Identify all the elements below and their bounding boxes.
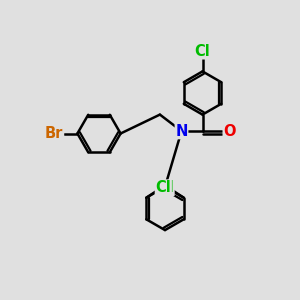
Text: Cl: Cl — [158, 180, 174, 195]
Text: Cl: Cl — [195, 44, 210, 59]
Text: O: O — [223, 124, 236, 139]
Text: Br: Br — [45, 126, 64, 141]
Text: N: N — [175, 124, 188, 139]
Text: Cl: Cl — [155, 180, 171, 195]
